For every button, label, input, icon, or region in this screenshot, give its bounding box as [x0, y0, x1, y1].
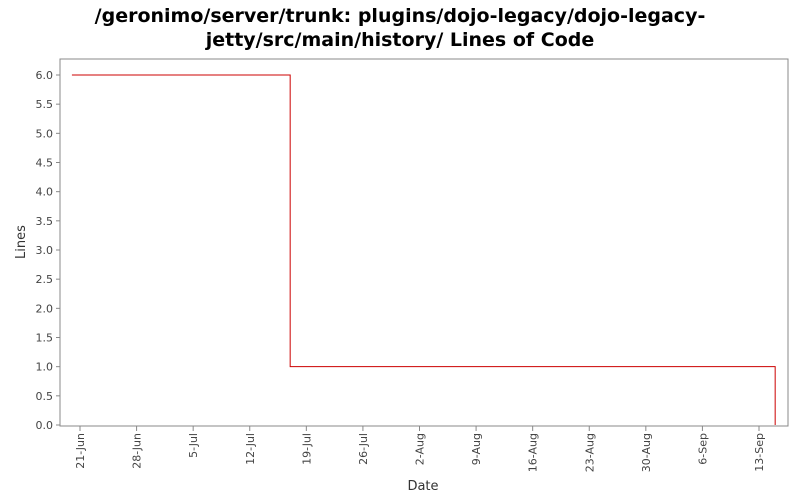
- x-tick-label: 13-Sep: [753, 433, 766, 472]
- x-tick-label: 30-Aug: [640, 433, 653, 472]
- x-tick-label: 23-Aug: [583, 433, 596, 472]
- x-tick-label: 16-Aug: [527, 433, 540, 472]
- series-line: [71, 74, 776, 425]
- x-axis: 21-Jun 28-Jun 5-Jul 12-Jul 19-Jul 26-Jul 2-Aug…: [74, 426, 766, 472]
- y-tick-label: 5.0: [36, 127, 54, 140]
- y-tick-label: 1.5: [36, 332, 54, 345]
- chart-title: /geronimo/server/trunk: plugins/dojo-leg…: [0, 4, 800, 52]
- y-tick-label: 2.5: [36, 273, 54, 286]
- y-tick-label: 0.0: [36, 419, 54, 432]
- x-tick-label: 21-Jun: [74, 433, 87, 469]
- x-tick-label: 26-Jul: [357, 433, 370, 465]
- y-axis: 0.0 0.5 1.0 1.5 2.0 2.5 3.0 3.5 4.0 4.5 5.0 5.5 6.0: [36, 69, 60, 432]
- y-tick-label: 1.0: [36, 361, 54, 374]
- y-axis-label: Lines: [14, 225, 29, 259]
- y-tick-label: 4.5: [36, 157, 54, 170]
- y-tick-label: 0.5: [36, 390, 54, 403]
- x-tick-label: 2-Aug: [414, 433, 427, 465]
- x-tick-label: 28-Jun: [131, 433, 144, 469]
- chart-title-line-1: /geronimo/server/trunk: plugins/dojo-leg…: [94, 5, 706, 27]
- y-tick-label: 3.5: [36, 215, 54, 228]
- x-tick-label: 5-Jul: [187, 433, 200, 458]
- y-tick-label: 3.0: [36, 244, 54, 257]
- x-tick-label: 6-Sep: [696, 433, 709, 465]
- plot-area: [59, 58, 789, 427]
- y-tick-label: 2.0: [36, 302, 54, 315]
- x-axis-label: Date: [407, 479, 438, 494]
- x-tick-label: 12-Jul: [244, 433, 257, 465]
- x-tick-label: 19-Jul: [300, 433, 313, 465]
- y-tick-label: 6.0: [36, 69, 54, 82]
- x-tick-label: 9-Aug: [470, 433, 483, 465]
- chart-title-line-2: jetty/src/main/history/ Lines of Code: [205, 29, 595, 51]
- y-tick-label: 4.0: [36, 186, 54, 199]
- y-tick-label: 5.5: [36, 98, 54, 111]
